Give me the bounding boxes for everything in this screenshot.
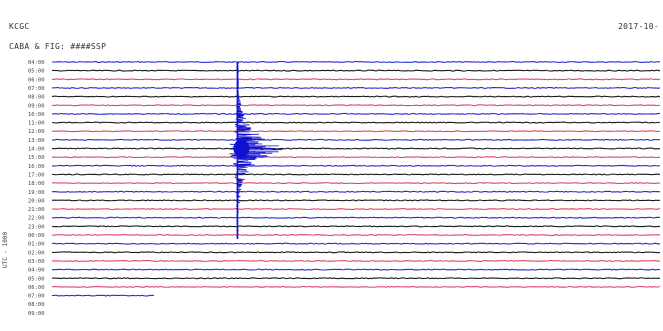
time-label: 09:00 [28, 103, 45, 109]
trace-line [52, 88, 660, 89]
time-label: 07:00 [28, 294, 45, 300]
time-label: 16:00 [28, 164, 45, 170]
time-label: 08:00 [28, 302, 45, 308]
time-label: 19:00 [28, 190, 45, 196]
trace-line [52, 183, 660, 184]
trace-line [52, 252, 660, 253]
time-label: 06:00 [28, 285, 45, 291]
trace-line [52, 96, 660, 97]
trace-line [52, 105, 660, 106]
time-label: 23:00 [28, 224, 45, 230]
trace-line [52, 122, 660, 123]
trace-line [52, 278, 660, 279]
trace-line [52, 113, 660, 114]
trace-line [52, 62, 660, 63]
trace-line [52, 226, 660, 227]
time-label: 03:00 [28, 259, 45, 265]
traces [52, 62, 660, 296]
time-label: 01:00 [28, 242, 45, 248]
time-label: 21:00 [28, 207, 45, 213]
trace-line [52, 209, 660, 210]
trace-line [52, 191, 660, 192]
time-label: 12:00 [28, 129, 45, 135]
time-label: 22:00 [28, 216, 45, 222]
time-label: 04:00 [28, 268, 45, 274]
trace-line [52, 131, 660, 132]
time-label: 09:00 [28, 311, 45, 317]
time-label: 13:00 [28, 138, 45, 144]
time-label: 07:00 [28, 86, 45, 92]
trace-line [52, 235, 660, 236]
time-label: 18:00 [28, 181, 45, 187]
trace-line [52, 243, 660, 244]
trace-line [52, 165, 660, 166]
time-label: 04:00 [28, 60, 45, 66]
event-core [233, 140, 249, 158]
time-label: 05:00 [28, 69, 45, 75]
trace-line [52, 70, 660, 71]
time-labels: 04:00 05:00 06:00 07:00 08:00 09:00 10:00 11:00… [28, 60, 45, 317]
trace-line [52, 261, 660, 262]
time-label: 17:00 [28, 172, 45, 178]
trace-line [52, 269, 660, 270]
trace-line [52, 157, 660, 158]
trace-line [52, 295, 154, 296]
trace-line [52, 286, 660, 287]
trace-line [52, 79, 660, 80]
trace-line [52, 174, 660, 175]
time-label: 20:00 [28, 198, 45, 204]
time-label: 05:00 [28, 276, 45, 282]
time-label: 14:00 [28, 147, 45, 153]
time-label: 06:00 [28, 77, 45, 83]
trace-line [52, 148, 660, 149]
time-label: 02:00 [28, 250, 45, 256]
time-label: 15:00 [28, 155, 45, 161]
trace-line [52, 217, 660, 218]
trace-line [52, 200, 660, 201]
time-label: 00:00 [28, 233, 45, 239]
trace-line [52, 139, 660, 140]
time-label: 10:00 [28, 112, 45, 118]
time-label: 11:00 [28, 121, 45, 127]
time-label: 08:00 [28, 95, 45, 101]
